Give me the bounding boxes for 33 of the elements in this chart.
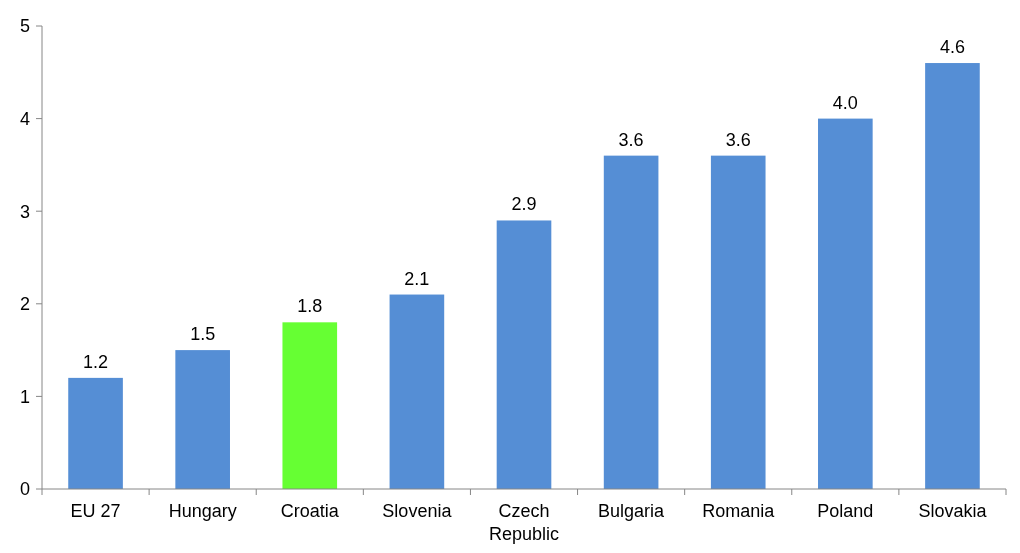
x-tick-label: Romania [702, 501, 776, 521]
x-tick-label: EU 27 [70, 501, 121, 521]
data-label: 3.6 [725, 129, 751, 150]
x-tick-label: Poland [817, 501, 874, 521]
x-tick-label: Croatia [280, 501, 340, 521]
y-tick-label: 0 [19, 479, 30, 500]
data-label: 4.0 [832, 92, 858, 113]
data-label: 3.6 [618, 129, 644, 150]
x-tick-label: Slovakia [918, 501, 988, 521]
x-tick-label: Slovenia [382, 501, 453, 521]
x-tick-label: Bulgaria [598, 501, 666, 521]
data-label: 1.2 [83, 351, 109, 372]
data-label: 2.1 [404, 268, 430, 289]
bar [818, 118, 873, 489]
bar [603, 155, 659, 489]
y-tick-label: 3 [19, 201, 30, 222]
bar [282, 322, 338, 489]
x-tick-label: Czech Republic [488, 501, 560, 544]
bar [710, 155, 766, 489]
data-label: 4.6 [939, 37, 965, 58]
x-tick-label: Hungary [168, 501, 237, 521]
y-tick-label: 1 [19, 386, 30, 407]
y-tick-label: 5 [19, 16, 30, 37]
bar [496, 220, 552, 489]
data-label: 1.5 [190, 324, 216, 345]
bar [175, 350, 230, 489]
y-tick-label: 4 [19, 108, 30, 129]
bar [68, 377, 123, 489]
data-label: 1.8 [297, 296, 323, 317]
bar [389, 294, 445, 489]
y-tick-label: 2 [19, 294, 30, 315]
data-label: 2.9 [511, 194, 537, 215]
bar [925, 63, 980, 489]
